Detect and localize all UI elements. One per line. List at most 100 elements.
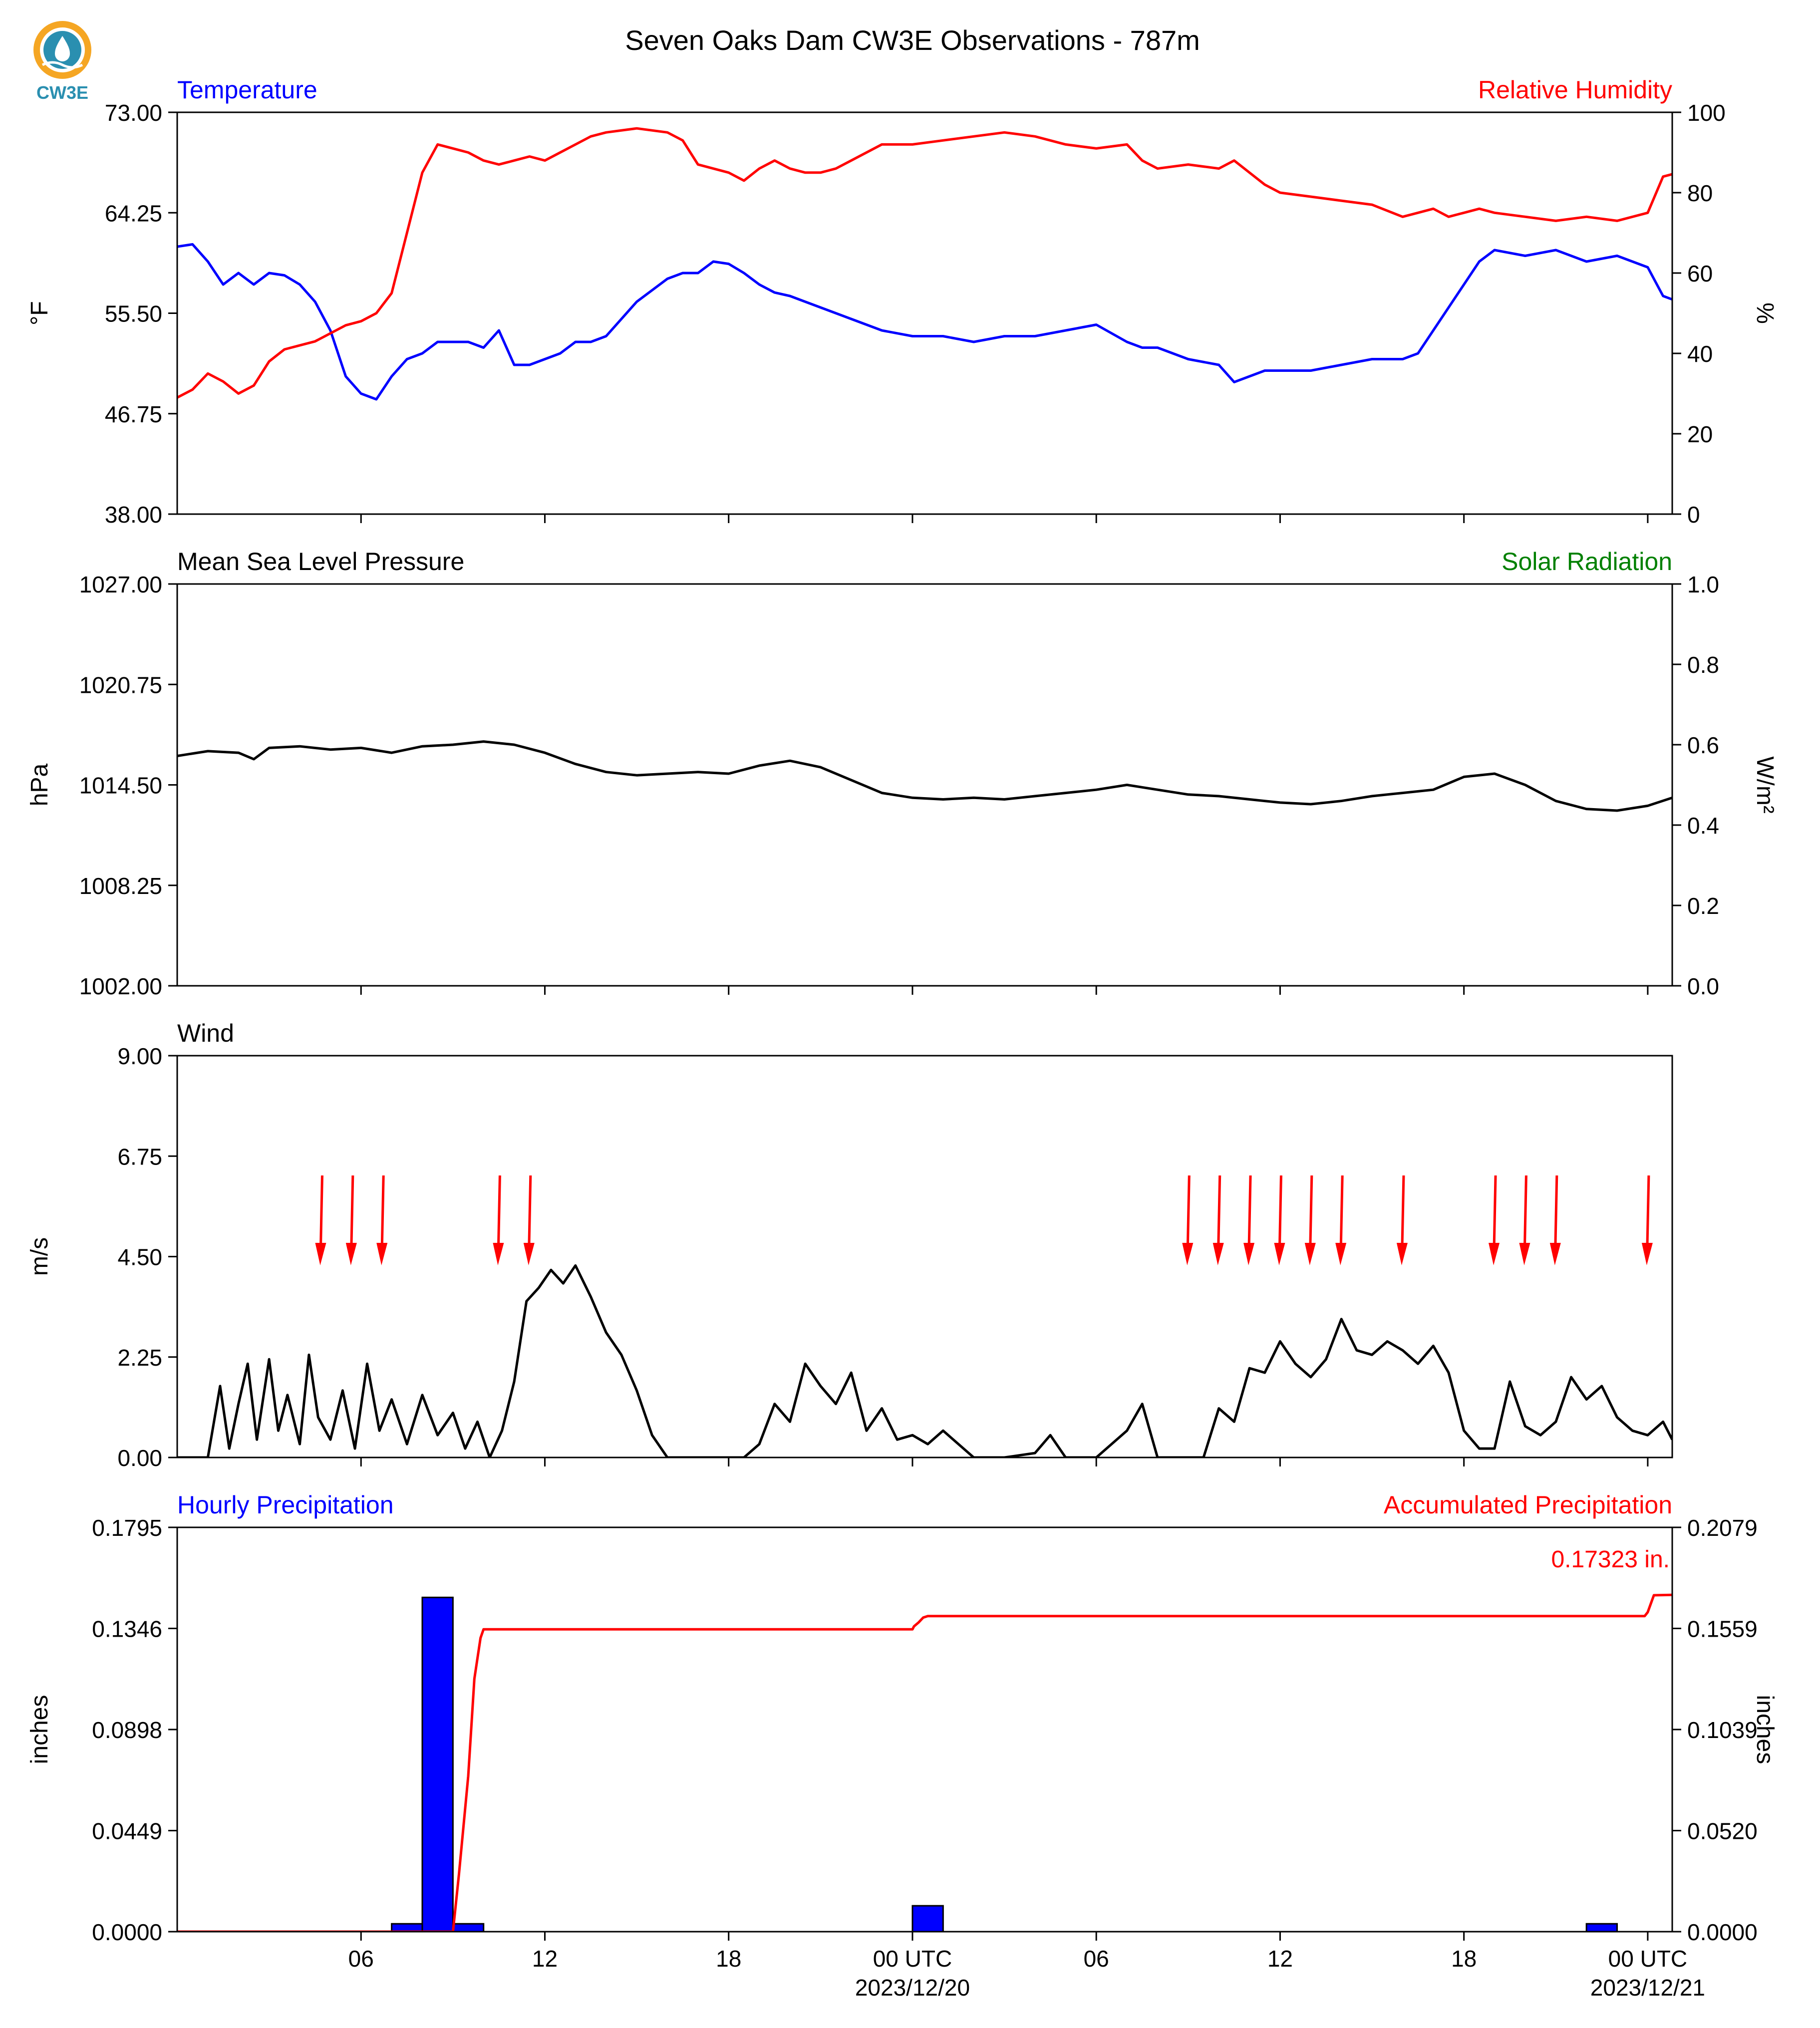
y-tick-label-right: 40 <box>1687 341 1713 367</box>
x-tick-date-label: 2023/12/21 <box>1590 1975 1705 2001</box>
panel-left-title: Wind <box>177 1019 234 1047</box>
x-tick-label: 12 <box>532 1946 558 1972</box>
wind-arrow-head <box>1641 1243 1653 1265</box>
y-tick-label-left: 0.1795 <box>92 1515 162 1541</box>
wind-arrow-head <box>345 1243 357 1265</box>
precip-bar <box>911 1905 944 1932</box>
wind-arrow-head <box>1182 1243 1194 1265</box>
y-tick-label-right: 0.8 <box>1687 652 1719 678</box>
y-tick-label-left: 0.00 <box>117 1445 162 1471</box>
y-tick-label-right: 0.2079 <box>1687 1515 1758 1541</box>
logo-wave-icon <box>41 61 83 69</box>
y-tick-label-left: 1008.25 <box>79 873 162 899</box>
panel-right-title: Relative Humidity <box>1478 76 1672 104</box>
y-tick-label-right: 60 <box>1687 261 1713 287</box>
y-axis-label-left: inches <box>26 1695 53 1764</box>
wind-arrow <box>1493 1175 1497 1248</box>
series-line-accumulated-precipitation <box>177 1593 1672 1932</box>
y-tick-label-left: 55.50 <box>105 301 162 327</box>
y-tick-label-left: 73.00 <box>105 100 162 126</box>
y-tick-label-right: 0.0000 <box>1687 1919 1758 1945</box>
panel-right-title: Accumulated Precipitation <box>1384 1491 1672 1519</box>
x-tick-label: 18 <box>716 1946 741 1972</box>
precip-bar <box>452 1923 485 1932</box>
wind-arrow <box>1401 1175 1405 1248</box>
wind-arrow-head <box>1549 1243 1561 1265</box>
y-tick-label-left: 0.0898 <box>92 1717 162 1743</box>
y-tick-label-right: 1.0 <box>1687 572 1719 597</box>
y-tick-label-left: 0.0449 <box>92 1818 162 1844</box>
wind-arrow <box>1339 1175 1344 1248</box>
wind-arrow-head <box>523 1243 535 1265</box>
plot-area <box>177 1593 1672 1932</box>
y-axis-label-right: inches <box>1752 1695 1778 1764</box>
y-tick-label-right: 0.0 <box>1687 973 1719 999</box>
wind-arrow-head <box>376 1243 388 1265</box>
y-tick-label-left: 38.00 <box>105 502 162 528</box>
plot-area <box>177 1175 1672 1457</box>
series-line-wind <box>177 1264 1672 1457</box>
x-tick-label: 18 <box>1451 1946 1477 1972</box>
y-tick-label-left: 9.00 <box>117 1043 162 1069</box>
accumulated-total-label: 0.17323 in. <box>1551 1546 1670 1573</box>
y-tick-label-right: 0.2 <box>1687 893 1719 919</box>
y-tick-label-left: 1002.00 <box>79 973 162 999</box>
cw3e-logo: CW3E <box>33 21 91 103</box>
panel-4: Hourly Precipitation Accumulated Precipit… <box>26 1491 1778 2001</box>
series-line-mean-sea-level-pressure <box>177 740 1672 812</box>
wind-arrow-head <box>1213 1243 1224 1265</box>
y-tick-label-left: 1020.75 <box>79 672 162 698</box>
x-tick-label: 00 UTC <box>1608 1946 1687 1972</box>
wind-arrow <box>1523 1175 1527 1248</box>
panel-frame <box>176 583 1673 987</box>
wind-arrow <box>1309 1175 1313 1248</box>
y-tick-label-right: 80 <box>1687 180 1713 206</box>
y-tick-label-left: 0.1346 <box>92 1616 162 1642</box>
series-line-temperature <box>177 243 1672 401</box>
panel-frame <box>176 111 1673 515</box>
wind-arrow <box>350 1175 354 1248</box>
panel-2: Mean Sea Level Pressure Solar Radiation 10… <box>26 548 1778 999</box>
y-axis-label-right: W/m² <box>1752 756 1778 814</box>
x-tick-label: 00 UTC <box>873 1946 952 1972</box>
wind-arrow <box>1646 1175 1650 1248</box>
y-tick-label-right: 0.0520 <box>1687 1818 1758 1844</box>
wind-arrow-head <box>1304 1243 1316 1265</box>
wind-arrow-head <box>493 1243 504 1265</box>
y-tick-label-left: 1014.50 <box>79 773 162 799</box>
wind-arrow-head <box>1519 1243 1530 1265</box>
y-tick-label-right: 0.6 <box>1687 732 1719 758</box>
wind-arrow <box>528 1175 532 1248</box>
panel-frame <box>176 1526 1673 1933</box>
logo-drop-icon <box>55 36 70 61</box>
panel-right-title: Solar Radiation <box>1502 548 1672 576</box>
wind-arrow <box>380 1175 385 1248</box>
panel-left-title: Mean Sea Level Pressure <box>177 548 464 576</box>
wind-arrow-head <box>1335 1243 1347 1265</box>
wind-arrow <box>1278 1175 1282 1248</box>
wind-arrow-head <box>1396 1243 1408 1265</box>
y-tick-label-left: 1027.00 <box>79 572 162 597</box>
y-tick-label-right: 0.1039 <box>1687 1717 1758 1743</box>
y-tick-label-right: 0 <box>1687 502 1700 528</box>
x-tick-label: 06 <box>348 1946 374 1972</box>
wind-arrow <box>497 1175 501 1248</box>
series-line-relative-humidity <box>177 127 1672 399</box>
precip-bar <box>1585 1923 1618 1932</box>
y-tick-label-right: 0.4 <box>1687 813 1719 839</box>
y-axis-label-left: hPa <box>26 763 53 806</box>
plot-area <box>177 127 1672 401</box>
panel-left-title: Temperature <box>177 76 317 104</box>
wind-arrow-head <box>1274 1243 1285 1265</box>
plot-area <box>177 740 1672 812</box>
y-axis-label-left: m/s <box>26 1237 53 1276</box>
y-tick-label-left: 46.75 <box>105 401 162 427</box>
y-tick-label-left: 2.25 <box>117 1345 162 1371</box>
y-tick-label-right: 20 <box>1687 421 1713 447</box>
panel-1: Temperature Relative Humidity 73.00 64.25 55… <box>26 76 1778 528</box>
precip-bar <box>421 1596 454 1932</box>
panels: Temperature Relative Humidity 73.00 64.25 55… <box>26 76 1778 2001</box>
wind-arrow-head <box>315 1243 326 1265</box>
y-tick-label-left: 64.25 <box>105 200 162 226</box>
